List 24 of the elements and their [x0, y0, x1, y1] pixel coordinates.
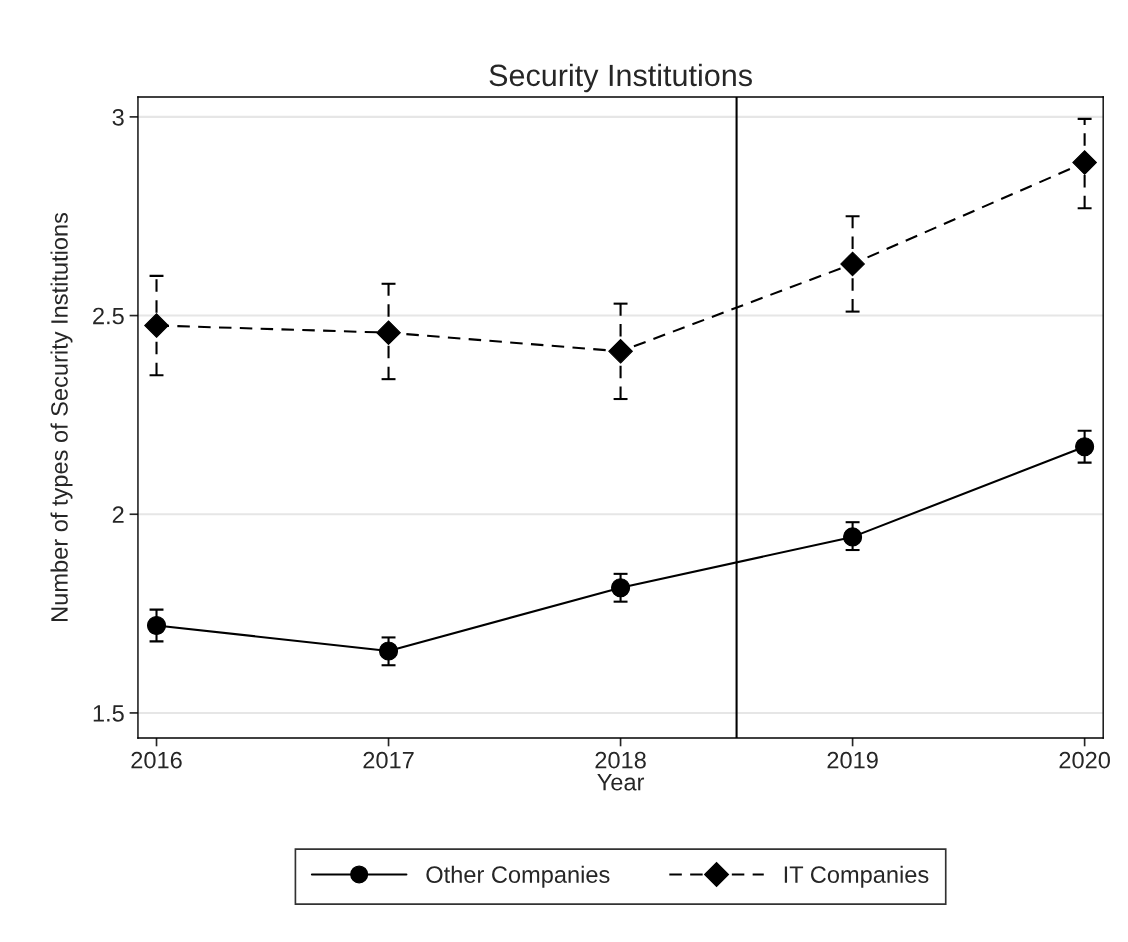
legend-label: IT Companies [784, 865, 929, 888]
y-axis-title: Number of types of Security Institutions [50, 212, 73, 621]
point [1072, 150, 1097, 175]
point [611, 578, 631, 598]
y-tick-label: 3 [112, 108, 124, 126]
point [144, 313, 169, 338]
point [1075, 437, 1095, 457]
x-axis-title: Year [597, 774, 645, 791]
point [608, 339, 633, 364]
point [379, 641, 399, 661]
x-tick-label: 2018 [595, 751, 646, 769]
x-tick-label: 2017 [363, 751, 414, 769]
point [843, 527, 863, 547]
x-tick-label: 2019 [827, 751, 878, 769]
legend-label: Other Companies [426, 865, 610, 888]
point [146, 615, 167, 636]
point [840, 251, 865, 277]
chart-title: Security Institutions [489, 63, 752, 93]
y-tick-label: 2 [112, 506, 124, 523]
point [376, 320, 401, 345]
x-tick-label: 2016 [131, 751, 182, 769]
x-tick-label: 2020 [1059, 751, 1110, 769]
y-tick-label: 1.5 [93, 705, 124, 722]
y-tick-label: 2.5 [93, 307, 124, 325]
